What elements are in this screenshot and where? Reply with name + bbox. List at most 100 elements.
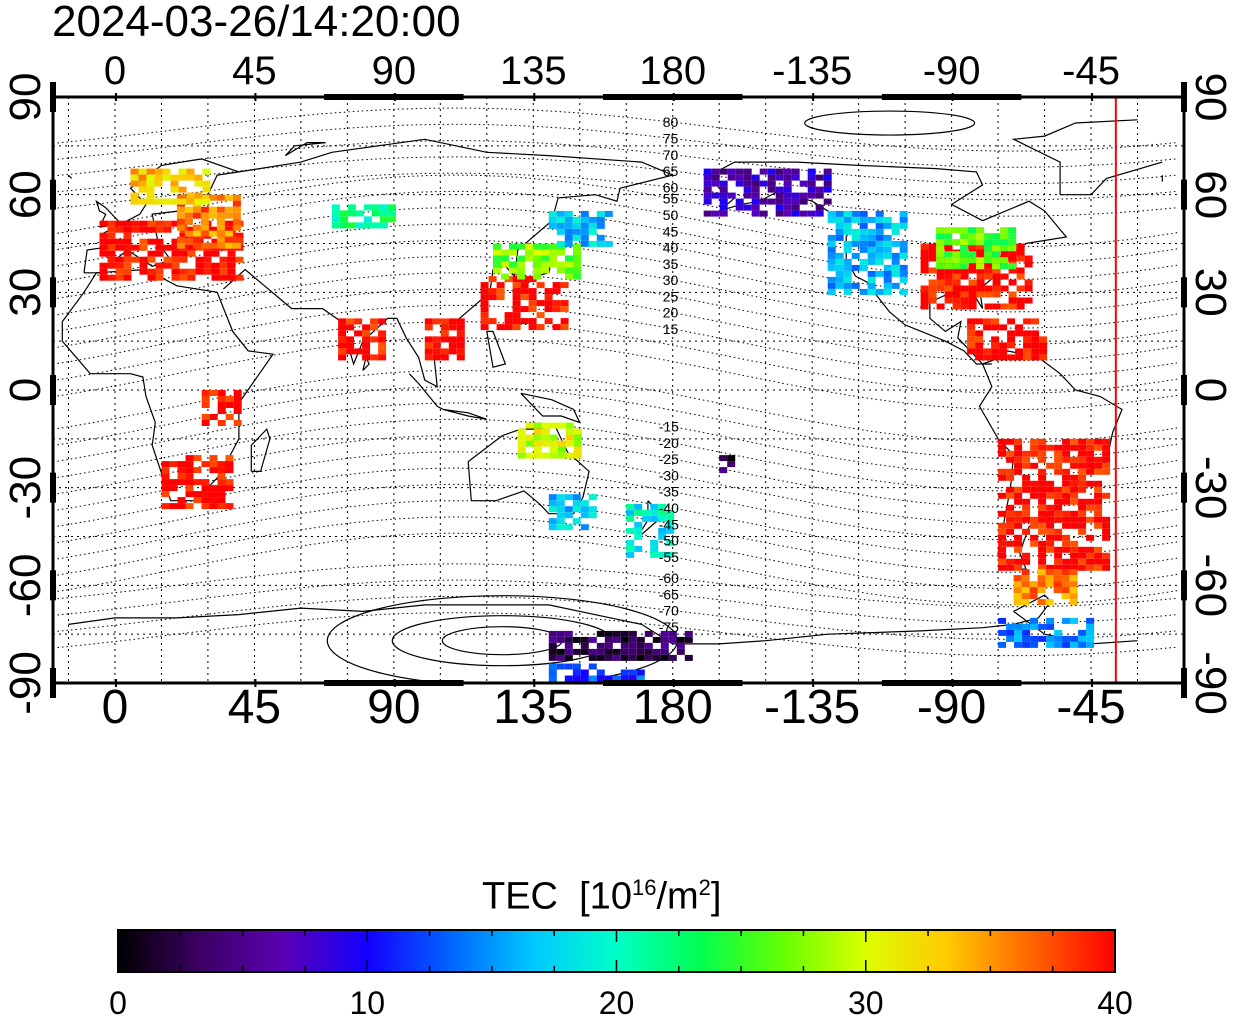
right-lat-label: 0 xyxy=(1186,378,1235,402)
tec-cell xyxy=(960,285,969,292)
tec-cell xyxy=(1000,273,1009,280)
tec-cell xyxy=(823,174,832,181)
tec-cell xyxy=(480,294,489,301)
tec-cell xyxy=(703,180,712,187)
tec-cell xyxy=(130,174,139,181)
tec-cell xyxy=(331,210,340,217)
tec-cell xyxy=(1046,444,1055,451)
tec-cell xyxy=(338,336,347,343)
tec-cell xyxy=(1054,629,1063,636)
tec-cell xyxy=(1046,564,1055,571)
tec-cell xyxy=(338,318,347,325)
tec-cell xyxy=(556,524,565,531)
frame-band-top xyxy=(881,94,1022,100)
tec-cell xyxy=(107,244,116,251)
tec-cell xyxy=(1078,635,1087,642)
tec-cell xyxy=(998,546,1007,553)
tec-cell xyxy=(232,206,241,213)
tec-cell xyxy=(217,402,226,408)
tec-cell xyxy=(233,408,242,414)
tec-cell xyxy=(920,285,929,292)
tec-cell xyxy=(1008,279,1017,286)
tec-cell xyxy=(525,243,533,250)
tec-cell xyxy=(115,220,124,227)
tec-cell xyxy=(767,198,776,205)
tec-cell xyxy=(573,249,581,256)
tec-cell xyxy=(185,455,194,462)
tec-cell xyxy=(711,180,720,187)
tec-cell xyxy=(123,238,132,245)
tec-cell xyxy=(572,494,581,501)
tec-cell xyxy=(1046,641,1055,648)
tec-region-kamchatka xyxy=(548,210,613,247)
tec-cell xyxy=(387,210,396,217)
tec-cell xyxy=(1086,450,1095,457)
tec-cell xyxy=(346,336,355,343)
tec-cell xyxy=(208,206,217,213)
tec-cell xyxy=(1054,528,1063,535)
tec-cell xyxy=(1006,564,1015,571)
tec-cell xyxy=(536,324,545,331)
tec-cell xyxy=(596,240,605,247)
tec-cell xyxy=(1014,635,1023,642)
tec-cell xyxy=(456,318,465,325)
tec-cell xyxy=(815,192,824,199)
maglat-contour xyxy=(53,174,1178,248)
tec-cell xyxy=(564,228,573,235)
tec-cell xyxy=(1062,444,1071,451)
tec-cell xyxy=(99,274,108,281)
tec-cell xyxy=(1062,635,1071,642)
tec-cell xyxy=(999,348,1008,355)
tec-cell xyxy=(998,474,1007,481)
tec-cell xyxy=(225,455,234,462)
tec-cell xyxy=(155,268,164,275)
tec-cell xyxy=(644,630,653,637)
tec-cell xyxy=(1102,444,1111,451)
tec-cell xyxy=(1053,581,1062,588)
tec-cell xyxy=(1024,279,1033,286)
tec-cell xyxy=(211,274,220,281)
tec-cell xyxy=(628,654,637,661)
tec-cell xyxy=(676,636,685,643)
tec-cell xyxy=(1070,522,1079,529)
contour-label: -75 xyxy=(659,619,679,635)
tec-cell xyxy=(620,642,629,649)
tec-cell xyxy=(968,227,977,234)
tec-cell xyxy=(200,206,209,213)
tec-cell xyxy=(338,324,347,331)
tec-cell xyxy=(1022,462,1031,469)
tec-cell xyxy=(952,263,961,270)
tec-cell xyxy=(992,239,1001,246)
tec-cell xyxy=(883,234,892,241)
tec-cell xyxy=(968,279,977,286)
tec-cell xyxy=(1022,516,1031,523)
tec-cell xyxy=(1078,516,1087,523)
tec-cell xyxy=(960,245,969,252)
tec-cell xyxy=(604,642,613,649)
tec-cell xyxy=(1014,558,1023,565)
tec-cell xyxy=(217,390,226,396)
tec-cell xyxy=(1046,522,1055,529)
tec-cell xyxy=(187,244,196,251)
tec-cell xyxy=(556,494,565,501)
tec-cell xyxy=(968,243,977,250)
tec-cell xyxy=(456,348,465,355)
tec-cell xyxy=(1070,641,1079,648)
tec-cell xyxy=(783,210,792,217)
frame-band-bottom xyxy=(881,680,1022,686)
tec-cell xyxy=(1007,336,1016,343)
tec-cell xyxy=(658,533,667,540)
tec-cell xyxy=(528,294,537,301)
tec-cell xyxy=(815,204,824,211)
tec-cell xyxy=(984,233,993,240)
tec-cell xyxy=(192,236,201,243)
tec-cell xyxy=(378,318,387,325)
tec-cell xyxy=(573,440,582,447)
tec-cell xyxy=(192,206,201,213)
tec-cell xyxy=(533,422,542,429)
tec-cell xyxy=(227,226,236,233)
tec-cell xyxy=(177,461,186,468)
tec-cell xyxy=(719,186,728,193)
tec-cell xyxy=(620,675,629,682)
tec-cell xyxy=(1006,522,1015,529)
